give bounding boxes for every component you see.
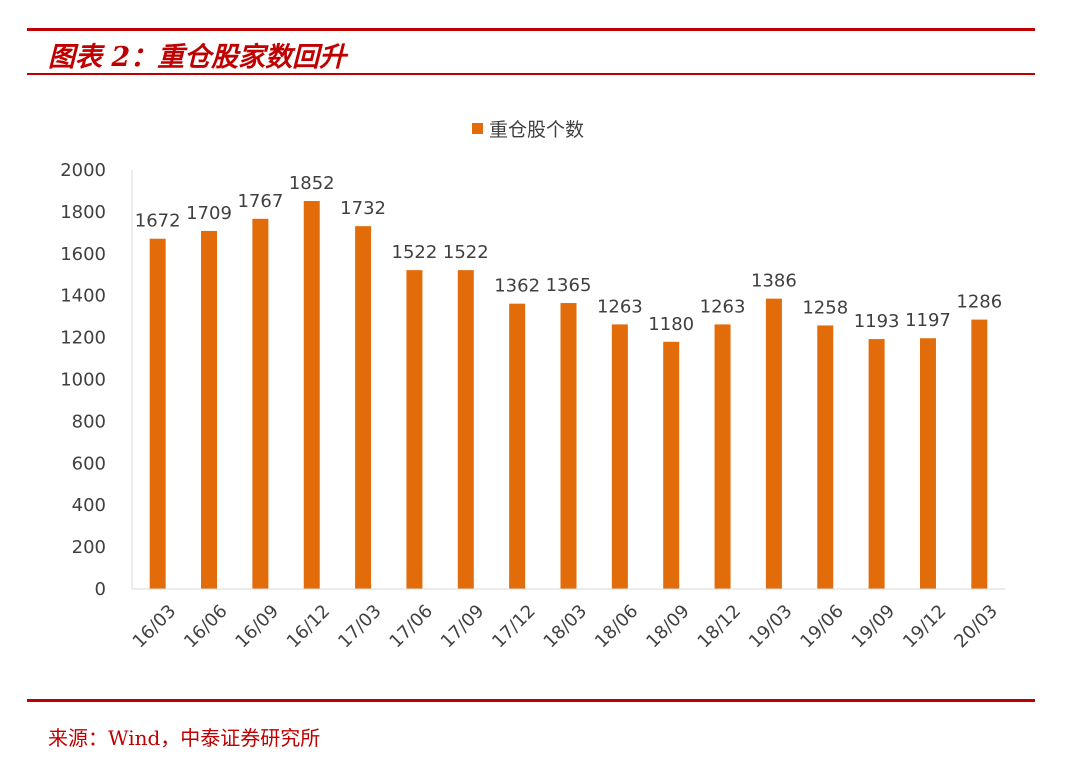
data-label: 1386 (751, 271, 797, 292)
x-tick-label: 16/03 (129, 601, 181, 653)
x-tick-label: 18/06 (591, 601, 643, 653)
chart-legend: 重仓股个数 (472, 119, 584, 141)
bar (765, 298, 782, 589)
data-label: 1672 (135, 211, 181, 232)
bar (252, 218, 269, 589)
x-tick-label: 17/09 (437, 601, 489, 653)
bar (149, 238, 166, 589)
figure-title: 图表 2：重仓股家数回升 (48, 42, 347, 73)
x-tick-label: 18/09 (642, 601, 694, 653)
legend-label: 重仓股个数 (489, 119, 584, 141)
bottom-rule (27, 699, 1035, 702)
y-tick-label: 200 (72, 537, 106, 558)
y-tick-label: 800 (72, 411, 106, 432)
bar (663, 341, 680, 589)
x-tick-label: 19/12 (899, 601, 951, 653)
top-rule-lower (27, 73, 1035, 75)
x-tick-label: 20/03 (950, 601, 1002, 653)
x-tick-label: 16/06 (180, 601, 232, 653)
y-axis: 0 200 400 600 800 1000 1200 1400 1600 1800 2000 (60, 160, 133, 600)
data-label: 1180 (648, 314, 694, 335)
data-label: 1365 (546, 275, 592, 296)
y-tick-label: 1000 (60, 370, 106, 391)
bar (868, 339, 885, 589)
data-label: 1197 (905, 310, 951, 331)
bar (406, 270, 423, 589)
x-tick-label: 19/09 (848, 601, 900, 653)
data-label: 1263 (700, 296, 746, 317)
data-label: 1362 (494, 276, 540, 297)
y-tick-label: 1200 (60, 328, 106, 349)
data-label: 1732 (340, 198, 386, 219)
data-label: 1522 (443, 242, 489, 263)
x-tick-label: 18/12 (694, 601, 746, 653)
legend-swatch (472, 123, 483, 134)
bar (714, 324, 731, 589)
x-tick-label: 18/03 (540, 601, 592, 653)
y-tick-label: 2000 (60, 160, 106, 181)
x-tick-label: 17/12 (488, 601, 540, 653)
x-tick-label: 16/09 (231, 601, 283, 653)
y-tick-label: 600 (72, 453, 106, 474)
x-tick-label: 19/06 (796, 601, 848, 653)
bar (971, 319, 988, 589)
data-label: 1852 (289, 173, 335, 194)
bar (303, 201, 320, 590)
top-rule-upper (27, 28, 1035, 31)
y-tick-label: 1400 (60, 286, 106, 307)
data-label: 1258 (802, 297, 848, 318)
bar (611, 324, 628, 589)
y-tick-label: 0 (95, 579, 106, 600)
data-label: 1767 (237, 191, 283, 212)
data-label: 1193 (854, 311, 900, 332)
bar (201, 230, 218, 590)
bar (919, 338, 936, 589)
bar (560, 303, 577, 589)
x-tick-label: 19/03 (745, 601, 797, 653)
y-tick-label: 400 (72, 495, 106, 516)
bar-chart: 重仓股个数 0 200 400 600 800 1000 1200 1400 1600 1800 2… (60, 119, 1005, 653)
x-axis: 16/03 16/06 16/09 16/12 17/03 17/06 17/09 17/12… (129, 588, 1005, 653)
data-label: 1522 (392, 242, 438, 263)
source-note: 来源：Wind，中泰证券研究所 (48, 726, 321, 750)
bar (817, 325, 834, 589)
bar (509, 303, 526, 589)
data-label: 1263 (597, 296, 643, 317)
bar-series (149, 201, 988, 590)
x-tick-label: 17/03 (334, 601, 386, 653)
bar (457, 270, 474, 589)
data-label: 1286 (956, 292, 1002, 313)
bar (355, 226, 372, 589)
x-tick-label: 16/12 (283, 601, 335, 653)
y-tick-label: 1600 (60, 244, 106, 265)
y-tick-label: 1800 (60, 202, 106, 223)
x-tick-label: 17/06 (385, 601, 437, 653)
data-label: 1709 (186, 203, 232, 224)
